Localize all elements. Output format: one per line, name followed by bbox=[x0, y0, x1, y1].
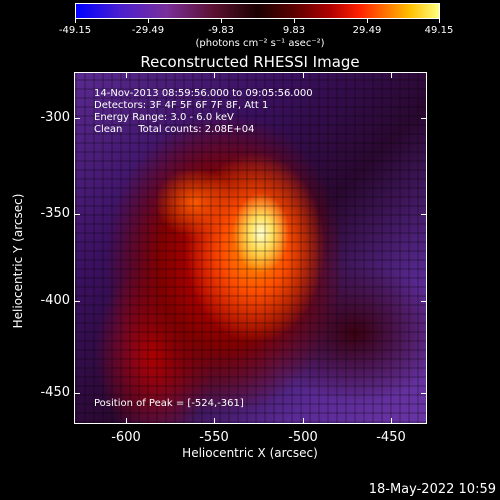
x-tick bbox=[391, 418, 392, 424]
colorbar-units: (photons cm⁻² s⁻¹ asec⁻²) bbox=[195, 38, 325, 49]
y-tick-label: -400 bbox=[40, 293, 70, 308]
colorbar-tick bbox=[367, 19, 368, 23]
x-tick-label: -550 bbox=[199, 430, 229, 445]
x-tick-label: -600 bbox=[111, 430, 141, 445]
colorbar-label: -29.49 bbox=[131, 25, 165, 36]
y-axis-title: Heliocentric Y (arcsec) bbox=[11, 193, 25, 329]
timestamp: 18-May-2022 10:59 bbox=[368, 482, 496, 497]
clean-counts-text: Clean Total counts: 2.08E+04 bbox=[94, 124, 255, 135]
x-tick bbox=[214, 72, 215, 78]
x-tick bbox=[126, 418, 127, 424]
x-tick bbox=[303, 418, 304, 424]
y-tick bbox=[74, 393, 80, 394]
colorbar-label: 9.83 bbox=[282, 25, 306, 36]
x-tick bbox=[214, 418, 215, 424]
image-title: Reconstructed RHESSI Image bbox=[140, 53, 360, 71]
y-tick bbox=[421, 118, 427, 119]
x-tick-label: -450 bbox=[376, 430, 406, 445]
y-tick bbox=[74, 214, 80, 215]
pixel-grid-overlay bbox=[75, 73, 426, 423]
x-tick-label: -500 bbox=[288, 430, 318, 445]
colorbar-label: -9.83 bbox=[208, 25, 234, 36]
colorbar bbox=[75, 3, 440, 19]
y-tick-label: -450 bbox=[40, 385, 70, 400]
colorbar-tick bbox=[148, 19, 149, 23]
time-range-text: 14-Nov-2013 08:59:56.000 to 09:05:56.000 bbox=[94, 88, 313, 99]
detectors-text: Detectors: 3F 4F 5F 6F 7F 8F, Att 1 bbox=[94, 100, 269, 111]
colorbar-label: 49.15 bbox=[424, 25, 454, 36]
rhessi-image bbox=[74, 72, 427, 424]
x-tick bbox=[303, 72, 304, 78]
colorbar-tick bbox=[294, 19, 295, 23]
colorbar-tick bbox=[439, 19, 440, 23]
y-tick bbox=[74, 118, 80, 119]
colorbar-label: -49.15 bbox=[58, 25, 92, 36]
y-tick-label: -300 bbox=[40, 110, 70, 125]
x-tick bbox=[126, 72, 127, 78]
x-tick bbox=[391, 72, 392, 78]
colorbar-label: 29.49 bbox=[352, 25, 382, 36]
y-tick bbox=[421, 301, 427, 302]
y-tick bbox=[421, 214, 427, 215]
y-tick bbox=[74, 301, 80, 302]
colorbar-tick bbox=[221, 19, 222, 23]
x-axis-title: Heliocentric X (arcsec) bbox=[182, 446, 318, 460]
peak-position-text: Position of Peak = [-524,-361] bbox=[94, 398, 244, 409]
y-tick-label: -350 bbox=[40, 206, 70, 221]
y-tick bbox=[421, 393, 427, 394]
energy-range-text: Energy Range: 3.0 - 6.0 keV bbox=[94, 112, 234, 123]
colorbar-tick bbox=[75, 19, 76, 23]
